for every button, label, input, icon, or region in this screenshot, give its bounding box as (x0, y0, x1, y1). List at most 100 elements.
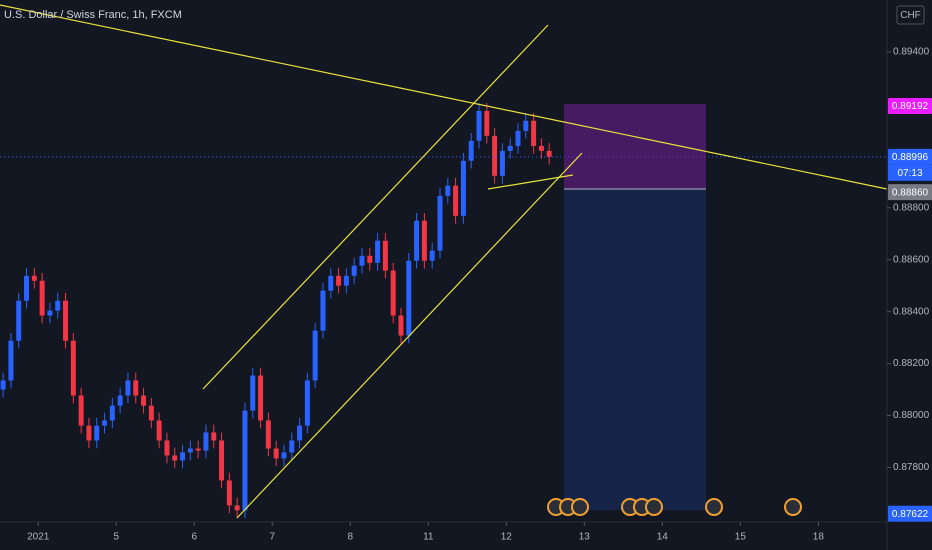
candle-body (242, 410, 248, 511)
x-tick-label: 5 (113, 532, 119, 543)
countdown-box (888, 164, 932, 181)
event-icon[interactable] (571, 498, 589, 516)
candle-body (351, 265, 357, 276)
candle-body (187, 448, 193, 453)
candle-body (55, 300, 61, 311)
x-tick-label: 13 (579, 532, 591, 543)
candle-body (445, 185, 451, 196)
price-axis[interactable] (887, 0, 932, 550)
y-tick-label: 0.89400 (893, 47, 930, 58)
candle-body (141, 395, 147, 406)
candle-body (382, 240, 388, 271)
candle-body (133, 380, 139, 396)
candle-body (531, 120, 537, 146)
candle-body (117, 395, 123, 406)
candle-body (476, 110, 482, 141)
candle-body (102, 420, 108, 426)
candle-body (390, 270, 396, 316)
y-tick-label: 0.88800 (893, 202, 930, 213)
candle-body (336, 275, 342, 286)
candle-body (304, 380, 310, 426)
candle-body (265, 420, 271, 449)
price-label-box (888, 505, 932, 522)
candle-body (499, 150, 505, 176)
candle-body (453, 185, 459, 216)
candle-body (343, 275, 349, 286)
time-axis[interactable] (0, 522, 887, 550)
axes: 0.89400 0.88800 0.88600 0.88400 0.88200 0.880… (27, 47, 932, 543)
candle-body (16, 300, 22, 341)
price-label-box (888, 184, 932, 201)
candle-body (367, 255, 373, 263)
candle-body (78, 395, 84, 426)
candle-body (258, 375, 264, 421)
candle-body (460, 160, 466, 216)
currency-button[interactable] (896, 5, 925, 25)
candle-body (0, 380, 6, 390)
channel-lower[interactable] (236, 152, 583, 519)
candle-body (86, 425, 92, 441)
target-zone[interactable] (564, 189, 706, 510)
candle-body (211, 432, 217, 441)
price-label: 0.87622 (892, 509, 929, 520)
candle-body (281, 452, 287, 459)
candle-body (468, 140, 474, 161)
x-tick-label: 14 (657, 532, 669, 543)
candle-body (172, 455, 178, 461)
candle-body (250, 375, 256, 411)
candle-body (320, 290, 326, 331)
candle-body (164, 440, 170, 456)
wedge-line[interactable] (487, 174, 574, 190)
candle-body (125, 380, 131, 396)
x-tick-label: 18 (813, 532, 825, 543)
candle-body (523, 120, 529, 131)
trend-line[interactable] (0, 4, 888, 190)
candle-body (109, 405, 115, 421)
candle-body (359, 255, 365, 266)
price-label-box (888, 97, 932, 114)
candle-body (180, 452, 186, 461)
price-label: 0.88860 (892, 187, 929, 198)
candle-body (515, 130, 521, 146)
candle-body (234, 505, 240, 511)
x-tick-label: 7 (269, 532, 275, 543)
candle-body (219, 440, 225, 481)
candle-body (39, 280, 45, 316)
y-tick-label: 0.88000 (893, 410, 930, 421)
candle-body (148, 405, 154, 421)
candle-body (8, 340, 14, 381)
price-label: 0.88996 (892, 152, 929, 163)
x-tick-label: 15 (735, 532, 747, 543)
candle-body (94, 425, 100, 441)
candle-body (538, 145, 544, 151)
candle-body (47, 310, 53, 316)
candle-body (297, 425, 303, 441)
candle-body (421, 220, 427, 261)
drawings (0, 4, 888, 519)
event-icon[interactable] (645, 498, 663, 516)
event-icon[interactable] (705, 498, 723, 516)
event-icon[interactable] (784, 498, 802, 516)
candle-body (63, 300, 69, 341)
candle-body (226, 480, 232, 506)
candle-body (70, 340, 76, 396)
plot-area (0, 103, 887, 519)
candle-body (398, 315, 404, 336)
candle-body (156, 420, 162, 441)
price-label: 0.89192 (892, 101, 929, 112)
candle-body (24, 275, 30, 301)
candle-body (437, 195, 443, 251)
y-tick-label: 0.87800 (893, 462, 930, 473)
candle-body (375, 240, 381, 263)
channel-upper[interactable] (202, 24, 549, 390)
candle-body (492, 135, 498, 176)
x-tick-label: 2021 (27, 532, 50, 543)
currency-label: CHF (900, 10, 921, 21)
candle-body (429, 250, 435, 261)
candle-body (546, 150, 552, 157)
candle-body (484, 110, 490, 136)
chart-title: U.S. Dollar / Swiss Franc, 1h, FXCM (4, 9, 182, 21)
x-tick-label: 8 (347, 532, 353, 543)
